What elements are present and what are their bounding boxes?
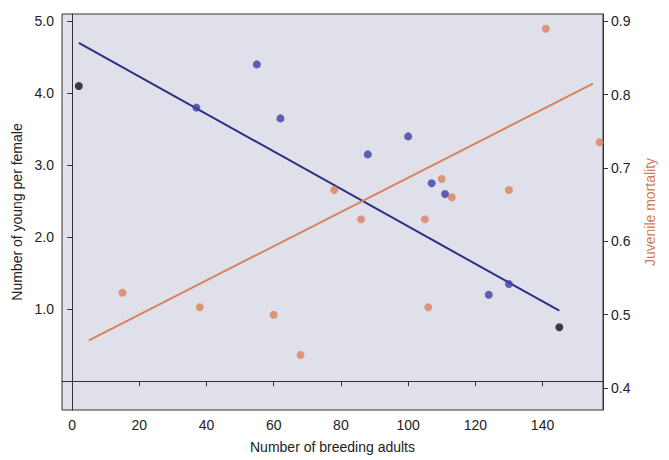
svg-text:100: 100 (396, 417, 420, 433)
svg-text:0.9: 0.9 (611, 13, 631, 29)
svg-text:40: 40 (199, 417, 215, 433)
svg-text:0.8: 0.8 (611, 87, 631, 103)
svg-text:120: 120 (464, 417, 488, 433)
svg-text:60: 60 (266, 417, 282, 433)
svg-text:0.7: 0.7 (611, 160, 631, 176)
svg-text:4.0: 4.0 (35, 85, 55, 101)
svg-text:20: 20 (131, 417, 147, 433)
svg-text:Number of breeding adults: Number of breeding adults (250, 439, 415, 455)
svg-text:Juvenile mortality: Juvenile mortality (642, 158, 658, 266)
svg-text:0: 0 (68, 417, 76, 433)
svg-text:0.6: 0.6 (611, 233, 631, 249)
svg-text:0.4: 0.4 (611, 380, 631, 396)
svg-text:80: 80 (333, 417, 349, 433)
svg-text:1.0: 1.0 (35, 301, 55, 317)
svg-text:140: 140 (531, 417, 555, 433)
svg-text:2.0: 2.0 (35, 229, 55, 245)
svg-text:5.0: 5.0 (35, 13, 55, 29)
svg-text:Number of young per female: Number of young per female (9, 123, 25, 301)
svg-text:0.5: 0.5 (611, 307, 631, 323)
svg-text:3.0: 3.0 (35, 157, 55, 173)
